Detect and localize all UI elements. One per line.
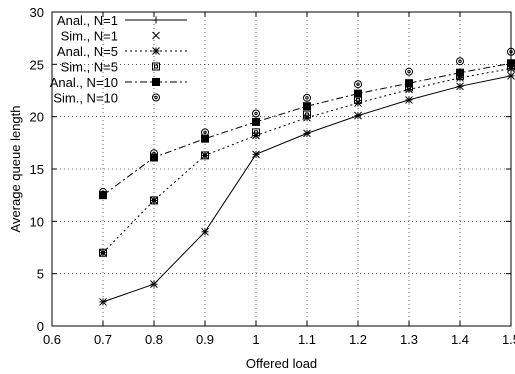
y-tick-label: 30 <box>30 5 44 20</box>
x-tick-label: 0.7 <box>94 332 112 347</box>
legend-label: Sim., N=1 <box>61 29 118 44</box>
data-point <box>99 248 107 257</box>
y-tick-label: 20 <box>30 110 44 125</box>
legend-marker <box>152 16 160 24</box>
series-6 <box>99 47 515 197</box>
legend-marker <box>152 78 160 86</box>
legend-marker <box>152 93 160 102</box>
grid-lines <box>52 12 511 326</box>
x-tick-label: 1.2 <box>349 332 367 347</box>
legend-item: Sim., N=5 <box>61 60 160 75</box>
data-point <box>201 151 209 160</box>
data-point <box>456 68 464 77</box>
x-tick-label: 1.5 <box>502 332 515 347</box>
data-point <box>150 149 158 158</box>
data-point <box>150 196 158 205</box>
data-point <box>99 248 107 257</box>
data-point <box>150 280 158 288</box>
legend-label: Sim., N=5 <box>61 60 118 75</box>
data-point <box>303 129 311 138</box>
legend-marker <box>152 47 160 55</box>
data-point <box>456 57 464 66</box>
data-point <box>303 93 311 102</box>
x-tick-label: 1.1 <box>298 332 316 347</box>
data-point <box>201 227 209 236</box>
data-point <box>303 110 311 119</box>
series-2 <box>99 71 515 306</box>
x-tick-label: 0.9 <box>196 332 214 347</box>
legend-item: Sim., N=1 <box>61 29 160 44</box>
x-tick-label: 0.6 <box>43 332 61 347</box>
data-point <box>99 298 107 306</box>
legend-marker <box>152 62 160 71</box>
legend-label: Anal., N=1 <box>57 13 118 28</box>
legend-item: Anal., N=5 <box>57 44 187 59</box>
data-point <box>150 153 158 162</box>
data-point <box>150 196 158 205</box>
data-point <box>405 79 413 88</box>
data-point <box>252 117 260 126</box>
data-point <box>303 102 311 111</box>
legend-label: Anal., N=10 <box>50 75 118 90</box>
x-tick-label: 0.8 <box>145 332 163 347</box>
legend-label: Sim., N=10 <box>53 91 118 106</box>
data-point <box>252 109 260 118</box>
y-axis-title: Average queue length <box>8 106 23 233</box>
x-axis-title: Offered load <box>246 356 317 371</box>
series-line <box>102 68 512 254</box>
legend-marker <box>152 31 160 40</box>
data-point <box>201 134 209 143</box>
data-point <box>201 128 209 137</box>
legend-item: Sim., N=10 <box>53 91 160 106</box>
y-tick-label: 0 <box>37 319 44 334</box>
data-point <box>99 188 107 197</box>
x-tick-label: 1.3 <box>400 332 418 347</box>
data-point <box>201 151 209 160</box>
y-tick-label: 5 <box>37 267 44 282</box>
series-line <box>102 62 512 196</box>
series-4 <box>99 62 515 257</box>
data-point <box>252 128 260 137</box>
y-tick-label: 25 <box>30 57 44 72</box>
data-point <box>354 111 362 120</box>
legend-item: Anal., N=1 <box>57 13 187 28</box>
legend-item: Anal., N=10 <box>50 75 187 90</box>
axis-ticks: 0.6 0.7 0.8 0.9 1 1.1 1.2 1.3 1.4 1.5 0 5 10 15 20 25 30 <box>30 5 515 347</box>
data-point <box>354 89 362 98</box>
x-tick-label: 1 <box>252 332 259 347</box>
legend-label: Anal., N=5 <box>57 44 118 59</box>
data-point <box>456 82 464 91</box>
y-tick-label: 15 <box>30 162 44 177</box>
x-tick-label: 1.4 <box>451 332 469 347</box>
data-point <box>405 67 413 76</box>
y-tick-label: 10 <box>30 214 44 229</box>
data-point <box>252 150 260 159</box>
data-point <box>354 80 362 89</box>
data-point <box>405 96 413 104</box>
